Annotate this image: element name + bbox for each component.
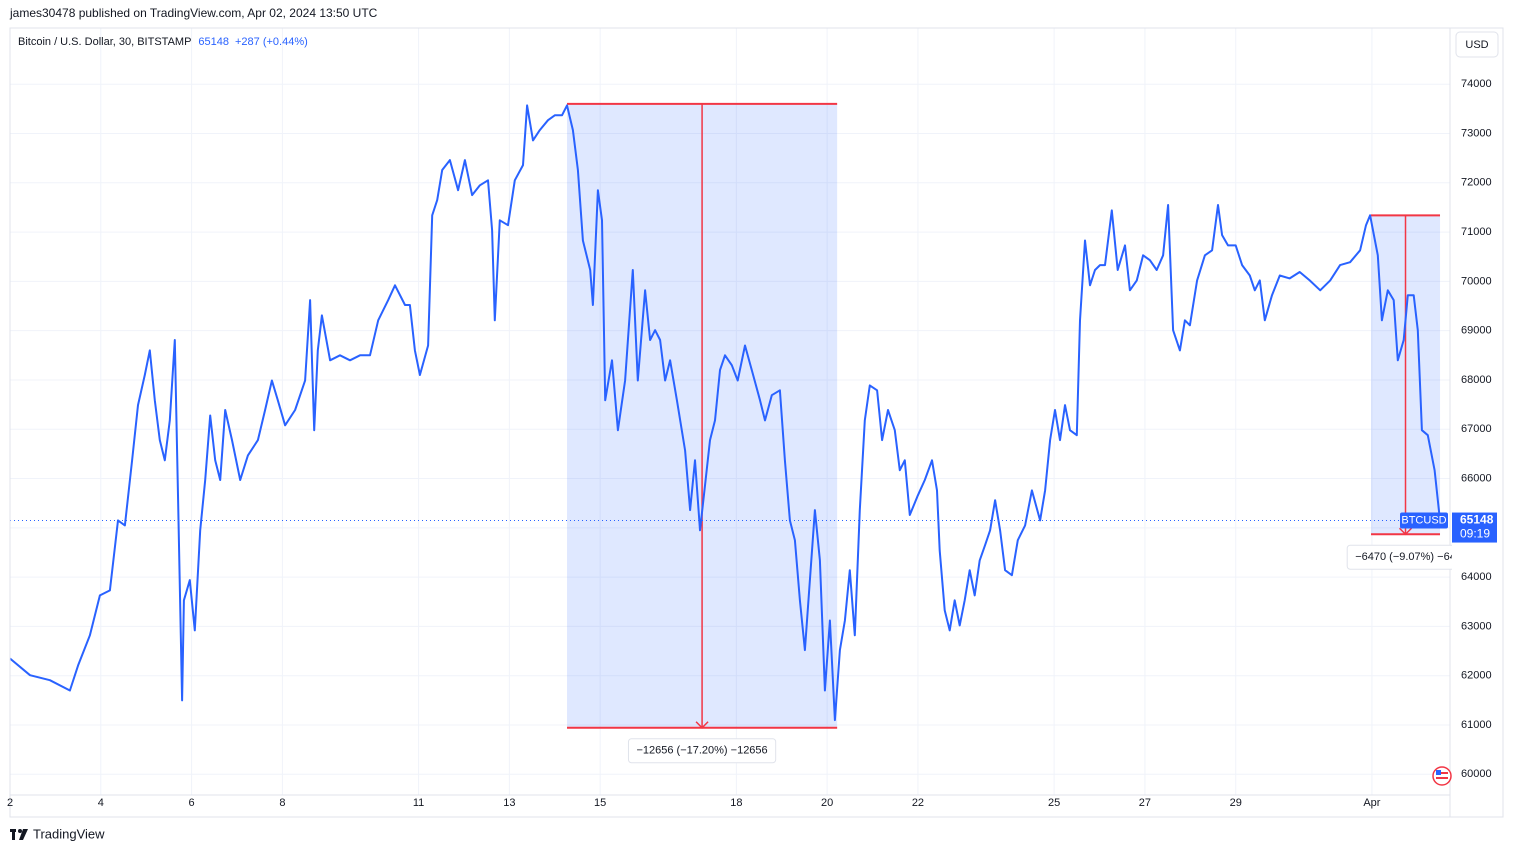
symbol-tag-text: BTCUSD xyxy=(1401,514,1446,526)
countdown-text: 09:19 xyxy=(1460,527,1490,541)
y-tick-label: 67000 xyxy=(1461,423,1492,435)
x-tick-label: 29 xyxy=(1230,797,1242,809)
y-tick-label: 60000 xyxy=(1461,768,1492,780)
chart-frame xyxy=(9,27,1504,818)
measure-arrowhead xyxy=(695,721,709,729)
measure-label: −12656 (−17.20%) −12656 xyxy=(627,738,777,764)
price-tag-text: 65148 xyxy=(1460,513,1494,527)
axes: 6000061000620006300064000650006600067000… xyxy=(7,78,1492,809)
y-tick-label: 71000 xyxy=(1461,226,1492,238)
plot-area xyxy=(9,102,1450,729)
x-tick-label: Apr xyxy=(1363,797,1380,809)
measure-label: −6470 (−9.07%) −64 xyxy=(1346,544,1456,570)
grid xyxy=(9,28,1450,795)
x-tick-label: 11 xyxy=(413,797,424,809)
y-tick-label: 61000 xyxy=(1461,719,1492,731)
x-tick-label: 27 xyxy=(1139,797,1151,809)
y-tick-label: 64000 xyxy=(1461,571,1492,583)
y-tick-label: 72000 xyxy=(1461,177,1492,189)
measure-arrowhead xyxy=(1398,527,1413,536)
x-tick-label: 25 xyxy=(1048,797,1060,809)
published-line: james30478 published on TradingView.com,… xyxy=(9,6,378,20)
y-tick-label: 74000 xyxy=(1461,78,1492,90)
x-tick-label: 6 xyxy=(189,797,195,809)
currency-button[interactable] xyxy=(1455,31,1499,58)
flag-icon xyxy=(1432,766,1452,786)
y-tick-label: 73000 xyxy=(1461,127,1492,139)
x-tick-label: 2 xyxy=(7,797,13,809)
measure-label-text: −12656 (−17.20%) −12656 xyxy=(636,745,767,757)
x-tick-label: 22 xyxy=(912,797,924,809)
chart-title: Bitcoin / U.S. Dollar, 30, BITSTAMP xyxy=(18,36,191,48)
header-price: 65148 xyxy=(198,36,229,48)
header-change: +287 (+0.44%) xyxy=(235,36,308,48)
price-tag xyxy=(1452,512,1497,543)
x-tick-label: 18 xyxy=(730,797,742,809)
currency-label: USD xyxy=(1465,39,1488,51)
x-tick-label: 15 xyxy=(594,797,606,809)
x-tick-label: 8 xyxy=(279,797,285,809)
logo: TradingView xyxy=(10,826,105,841)
y-tick-label: 66000 xyxy=(1461,472,1492,484)
measure-label-box xyxy=(1346,544,1452,570)
y-tick-label: 63000 xyxy=(1461,620,1492,632)
logo-text: TradingView xyxy=(33,826,105,841)
y-tick-label: 68000 xyxy=(1461,374,1492,386)
measure-label-box xyxy=(627,738,777,764)
x-tick-label: 4 xyxy=(98,797,104,809)
y-tick-label: 70000 xyxy=(1461,275,1492,287)
price-line xyxy=(9,104,1441,722)
y-tick-label: 69000 xyxy=(1461,325,1492,337)
x-tick-label: 13 xyxy=(503,797,515,809)
measure-label-text: −6470 (−9.07%) −64 xyxy=(1355,551,1456,563)
symbol-tag xyxy=(1400,512,1448,529)
y-tick-label: 62000 xyxy=(1461,670,1492,682)
x-tick-label: 20 xyxy=(821,797,833,809)
